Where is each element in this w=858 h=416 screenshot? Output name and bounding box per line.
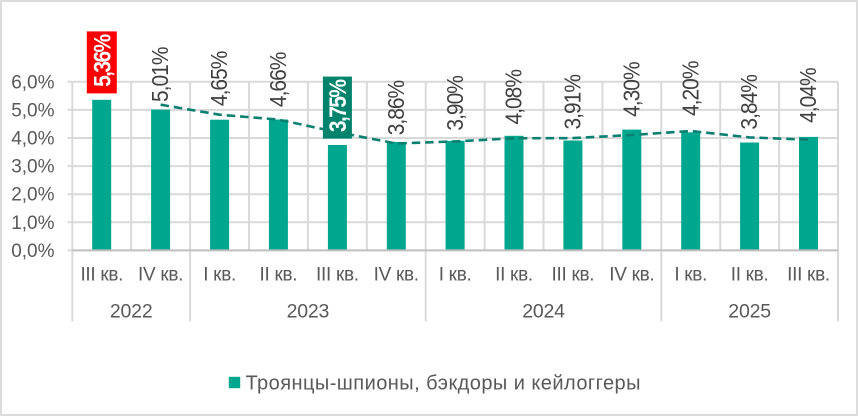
svg-text:III кв.: III кв.: [787, 265, 830, 286]
svg-text:Троянцы-шпионы, бэкдоры и кейл: Троянцы-шпионы, бэкдоры и кейлоггеры: [246, 372, 641, 394]
svg-text:4,20%: 4,20%: [678, 61, 704, 116]
svg-text:0,0%: 0,0%: [11, 241, 54, 262]
svg-text:5,01%: 5,01%: [147, 47, 173, 102]
svg-text:1,0%: 1,0%: [11, 213, 54, 234]
svg-text:III кв.: III кв.: [552, 265, 595, 286]
svg-text:2022: 2022: [110, 300, 153, 322]
svg-text:3,91%: 3,91%: [560, 74, 586, 129]
svg-text:4,08%: 4,08%: [501, 69, 527, 124]
svg-text:3,90%: 3,90%: [442, 75, 468, 130]
svg-text:I кв.: I кв.: [674, 265, 707, 286]
svg-text:4,30%: 4,30%: [619, 62, 645, 117]
svg-text:2025: 2025: [728, 300, 771, 322]
svg-text:III кв.: III кв.: [316, 265, 359, 286]
svg-text:IV кв.: IV кв.: [374, 265, 419, 286]
svg-text:2,0%: 2,0%: [11, 185, 54, 206]
svg-text:I кв.: I кв.: [203, 265, 236, 286]
svg-text:5,0%: 5,0%: [11, 100, 54, 121]
svg-text:3,84%: 3,84%: [736, 74, 762, 129]
svg-text:II кв.: II кв.: [495, 265, 533, 286]
svg-text:II кв.: II кв.: [731, 265, 769, 286]
svg-text:II кв.: II кв.: [260, 265, 298, 286]
svg-text:IV кв.: IV кв.: [609, 265, 654, 286]
svg-text:4,04%: 4,04%: [795, 68, 821, 123]
svg-text:I кв.: I кв.: [439, 265, 472, 286]
svg-text:5,36%: 5,36%: [89, 34, 116, 87]
svg-text:2023: 2023: [287, 300, 330, 322]
svg-text:IV кв.: IV кв.: [138, 265, 183, 286]
svg-text:4,66%: 4,66%: [265, 52, 291, 107]
svg-text:4,0%: 4,0%: [11, 129, 54, 150]
svg-text:3,86%: 3,86%: [383, 80, 409, 135]
svg-text:III кв.: III кв.: [80, 265, 123, 286]
svg-text:3,0%: 3,0%: [11, 157, 54, 178]
svg-text:3,75%: 3,75%: [325, 79, 352, 132]
svg-text:4,65%: 4,65%: [206, 51, 232, 106]
svg-text:2024: 2024: [522, 300, 565, 322]
svg-text:6,0%: 6,0%: [11, 72, 54, 93]
